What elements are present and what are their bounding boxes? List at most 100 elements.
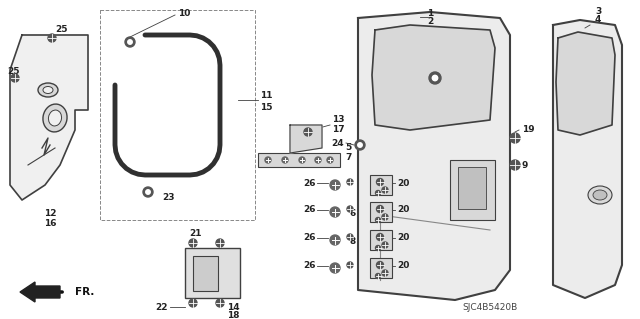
Bar [458,167,486,209]
Ellipse shape [43,104,67,132]
Circle shape [376,218,381,222]
Circle shape [376,234,383,241]
Ellipse shape [38,83,58,97]
Circle shape [315,157,321,163]
Text: 20: 20 [397,234,410,242]
Bar [370,230,392,250]
Circle shape [299,157,305,163]
Text: 20: 20 [397,262,410,271]
Circle shape [376,273,381,278]
Circle shape [347,234,353,240]
Circle shape [265,157,271,163]
Circle shape [304,128,312,136]
Ellipse shape [593,190,607,200]
Bar [370,258,392,278]
Circle shape [347,179,353,185]
Text: 10: 10 [178,9,190,18]
Circle shape [382,187,388,193]
Circle shape [216,239,224,247]
Text: 21: 21 [189,228,201,238]
Circle shape [330,235,340,245]
Circle shape [355,140,365,150]
Text: SJC4B5420B: SJC4B5420B [462,303,518,313]
Text: 2: 2 [427,18,433,26]
Circle shape [376,205,383,212]
Circle shape [382,214,388,220]
Circle shape [282,157,288,163]
Bar [100,10,255,220]
Text: 26: 26 [303,179,316,188]
Text: 25: 25 [56,26,68,34]
Bar [450,160,495,220]
Text: 3: 3 [595,8,601,17]
Circle shape [432,75,438,81]
Ellipse shape [43,86,53,93]
Circle shape [48,34,56,42]
Text: 23: 23 [162,194,175,203]
Circle shape [330,180,340,190]
Circle shape [347,206,353,212]
Circle shape [143,187,153,197]
Text: 20: 20 [397,205,410,214]
Text: 18: 18 [227,310,239,319]
Ellipse shape [49,110,61,126]
Text: 6: 6 [350,209,356,218]
Text: 19: 19 [522,125,534,135]
Text: 25: 25 [7,68,19,77]
Text: 14: 14 [227,302,239,311]
Text: 9: 9 [522,160,529,169]
Text: 5: 5 [345,144,351,152]
Bar [258,153,340,167]
Text: FR.: FR. [75,287,94,297]
Circle shape [376,179,383,186]
Text: 11: 11 [260,91,273,100]
Text: 13: 13 [332,115,344,124]
Bar [193,256,218,291]
Text: 26: 26 [303,262,316,271]
Text: 20: 20 [397,179,410,188]
Circle shape [189,239,197,247]
Text: 4: 4 [595,16,601,25]
Circle shape [376,190,381,196]
Circle shape [510,133,520,143]
Bar [370,202,392,222]
Text: 12: 12 [44,210,56,219]
Circle shape [11,74,19,82]
Polygon shape [372,25,495,130]
Circle shape [330,207,340,217]
Circle shape [146,190,150,194]
Circle shape [510,160,520,170]
Text: 24: 24 [448,68,461,77]
Text: 16: 16 [44,219,56,228]
Text: 7: 7 [345,153,351,162]
Circle shape [429,72,441,84]
Circle shape [376,246,381,250]
Circle shape [376,262,383,269]
Text: 26: 26 [303,205,316,214]
Circle shape [128,40,132,44]
Circle shape [330,263,340,273]
Polygon shape [556,32,615,135]
Polygon shape [20,282,60,302]
Text: 1: 1 [427,10,433,19]
Circle shape [382,270,388,276]
Text: 26: 26 [303,234,316,242]
Circle shape [382,242,388,248]
Circle shape [216,299,224,307]
Circle shape [347,262,353,268]
Text: 22: 22 [156,302,168,311]
Bar [185,248,240,298]
Polygon shape [358,12,510,300]
Text: 24: 24 [332,138,344,147]
Circle shape [327,157,333,163]
Circle shape [358,143,362,147]
Text: 8: 8 [350,236,356,246]
Polygon shape [290,125,322,153]
Text: 17: 17 [332,125,344,135]
Ellipse shape [588,186,612,204]
Circle shape [125,37,135,47]
Bar [370,175,392,195]
Polygon shape [10,35,88,200]
Circle shape [189,299,197,307]
Text: 15: 15 [260,102,273,112]
